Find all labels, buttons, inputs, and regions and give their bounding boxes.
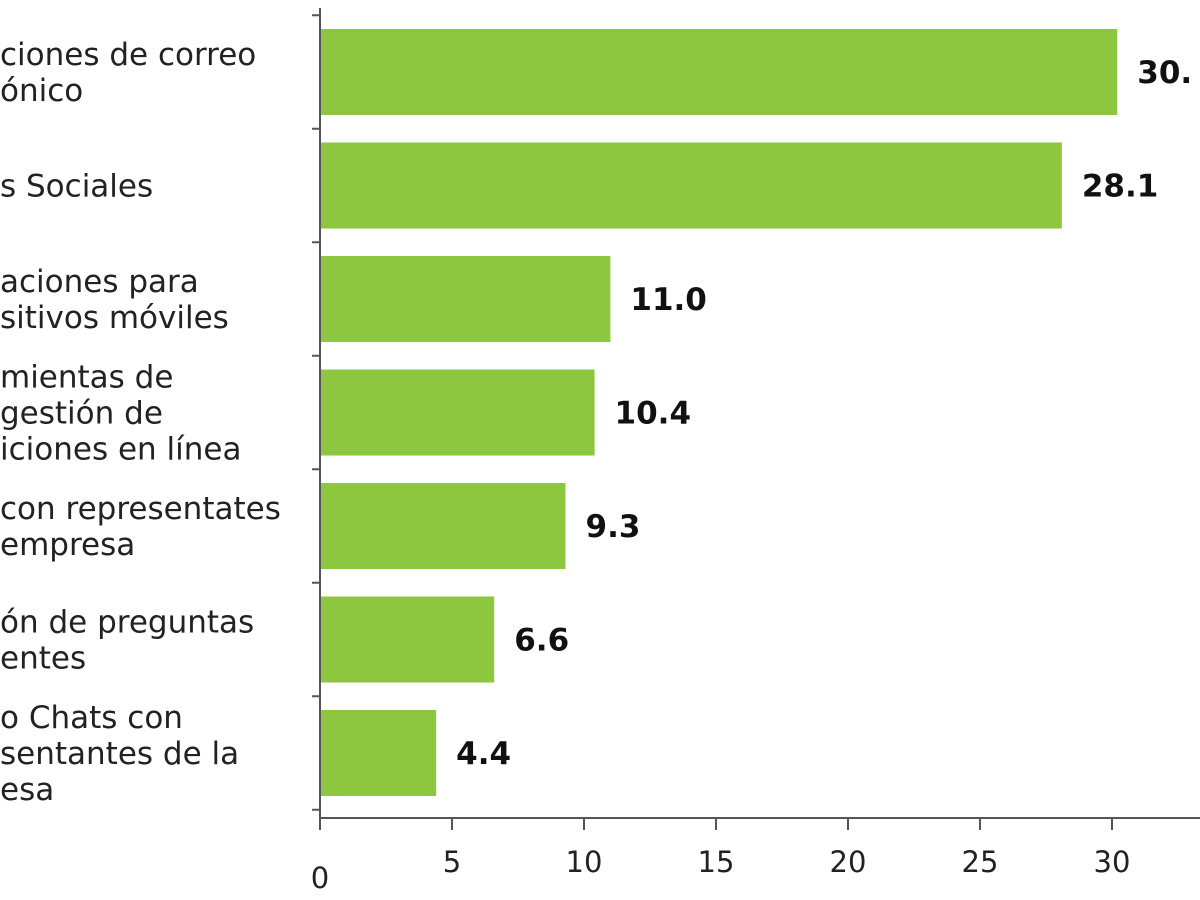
value-label-6: 4.4	[456, 736, 511, 772]
category-label-6: o Chats con sentantes de la esa	[0, 700, 239, 808]
bar-5	[320, 596, 495, 683]
x-tick-label-5: 25	[962, 845, 999, 879]
x-ticks-group: 0 5 10 15 20 25 30	[311, 818, 1131, 895]
category-label-6-line-0: o Chats con	[0, 700, 183, 736]
category-label-2-line-1: sitivos móviles	[0, 300, 229, 336]
value-label-3: 10.4	[615, 396, 692, 432]
category-label-3: mientas de gestión de iciones en línea	[0, 360, 241, 468]
category-label-2: aciones para sitivos móviles	[0, 264, 229, 336]
x-tick-label-1: 5	[443, 845, 461, 879]
x-tick-label-4: 20	[830, 845, 867, 879]
bar-0	[320, 29, 1118, 115]
bars-group	[320, 29, 1118, 796]
value-label-2: 11.0	[630, 282, 707, 318]
category-label-3-line-0: mientas de	[0, 360, 173, 396]
value-label-1: 28.1	[1082, 169, 1159, 205]
category-label-1: s Sociales	[0, 169, 153, 205]
category-label-6-line-1: sentantes de la	[0, 736, 239, 772]
category-label-3-line-1: gestión de	[0, 396, 163, 432]
value-labels-group: 30. 28.1 11.0 10.4 9.3 6.6 4.4	[456, 55, 1192, 772]
bar-1	[320, 142, 1062, 229]
value-label-4: 9.3	[586, 509, 641, 545]
category-label-4-line-1: empresa	[0, 527, 135, 563]
x-tick-label-2: 10	[566, 845, 603, 879]
x-tick-label-0: 0	[311, 861, 329, 895]
value-label-0: 30.	[1137, 55, 1192, 91]
category-label-3-line-2: iciones en línea	[0, 432, 241, 468]
bar-4	[320, 483, 566, 569]
bar-2	[320, 256, 611, 342]
axes-group	[312, 8, 1200, 819]
bar-6	[320, 710, 437, 796]
category-label-0: ciones de correo ónico	[0, 37, 256, 109]
category-labels-group: ciones de correo ónico s Sociales aciones p…	[0, 37, 281, 808]
bar-3	[320, 369, 595, 456]
category-label-0-line-1: ónico	[0, 73, 83, 109]
category-label-5-line-0: ón de preguntas	[0, 605, 254, 641]
category-label-5: ón de preguntas entes	[0, 605, 254, 677]
x-tick-label-6: 30	[1094, 845, 1131, 879]
category-label-1-line-0: s Sociales	[0, 169, 153, 205]
value-label-5: 6.6	[514, 623, 569, 659]
category-label-4-line-0: con representates	[0, 491, 281, 527]
category-label-4: con representates empresa	[0, 491, 281, 563]
category-label-2-line-0: aciones para	[0, 264, 199, 300]
category-label-6-line-2: esa	[0, 772, 54, 808]
x-tick-label-3: 15	[698, 845, 735, 879]
category-label-5-line-1: entes	[0, 641, 86, 677]
category-label-0-line-0: ciones de correo	[0, 37, 256, 73]
